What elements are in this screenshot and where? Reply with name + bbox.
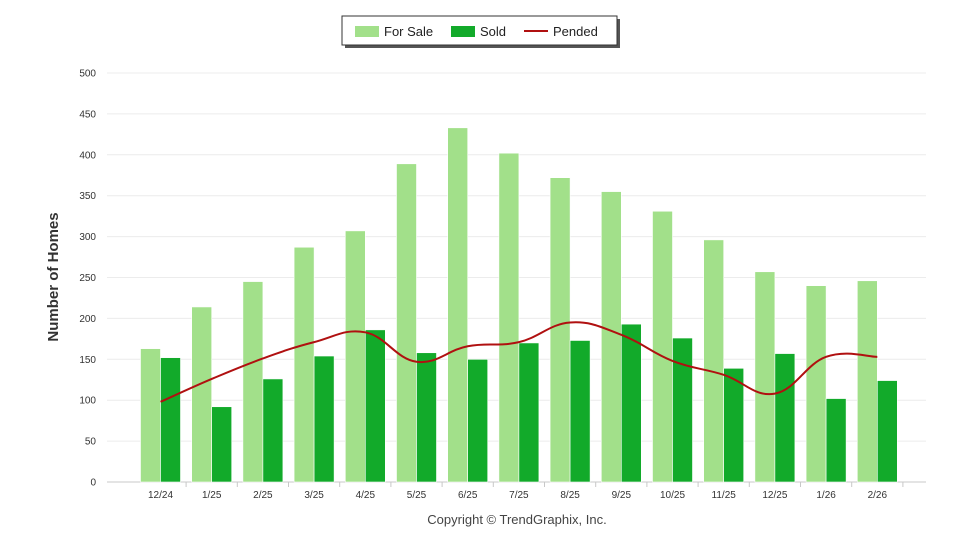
pended-line — [160, 321, 878, 403]
sold-bar — [876, 380, 898, 483]
y-tick-label: 300 — [79, 232, 96, 243]
legend-swatch-for-sale — [355, 26, 379, 37]
for-sale-bar — [344, 230, 366, 483]
x-tick-label: 5/25 — [407, 490, 427, 501]
sold-bar — [416, 352, 437, 483]
x-tick-label: 10/25 — [660, 490, 685, 501]
y-axis-ticks: 0 50 100 150 200 250 300 350 400 450 500 — [79, 69, 96, 489]
sold-bar — [723, 367, 745, 483]
y-tick-label: 50 — [85, 437, 97, 448]
for-sale-bar — [600, 191, 622, 483]
for-sale-bar — [754, 271, 776, 483]
sold-bar — [313, 355, 335, 483]
x-tick-label: 2/25 — [253, 490, 273, 501]
for-sale-bar — [396, 163, 417, 483]
sold-bar — [825, 398, 847, 483]
x-tick-label: 1/26 — [816, 490, 836, 501]
line-series — [160, 321, 878, 403]
x-tick-label: 1/25 — [202, 490, 222, 501]
for-sale-bar — [191, 306, 212, 483]
sold-bar — [262, 378, 284, 483]
x-tick-label: 3/25 — [304, 490, 324, 501]
x-tick-label: 4/25 — [356, 490, 376, 501]
y-tick-label: 450 — [79, 109, 96, 120]
y-tick-label: 400 — [79, 150, 96, 161]
for-sale-bar — [652, 210, 673, 483]
x-tick-label: 12/25 — [762, 490, 787, 501]
for-sale-bar — [549, 177, 571, 483]
legend-swatch-sold — [451, 26, 475, 37]
y-axis-title: Number of Homes — [45, 212, 62, 341]
x-tick-label: 2/26 — [868, 490, 888, 501]
legend: For Sale Sold Pended — [341, 15, 620, 48]
x-axis-ticks: 12/24 1/25 2/25 3/25 4/25 5/25 6/25 7/25 8/25 9/2… — [148, 482, 904, 501]
for-sale-bar — [140, 348, 161, 483]
sold-bar — [467, 358, 489, 483]
y-tick-label: 250 — [79, 273, 96, 284]
copyright-credit: Copyright © TrendGraphix, Inc. — [427, 512, 606, 527]
for-sale-bar — [856, 280, 878, 483]
sold-bar — [620, 323, 642, 483]
x-tick-label: 9/25 — [612, 490, 632, 501]
legend-label-sold: Sold — [480, 24, 506, 39]
sold-bar — [518, 342, 540, 483]
for-sale-bar — [242, 281, 264, 483]
for-sale-bar — [447, 127, 469, 483]
y-tick-label: 150 — [79, 355, 96, 366]
sold-bar — [774, 353, 796, 483]
for-sale-bar — [293, 246, 315, 483]
x-tick-label: 8/25 — [560, 490, 580, 501]
legend-box — [341, 15, 618, 46]
for-sale-bar — [703, 239, 725, 483]
y-tick-label: 500 — [79, 69, 96, 80]
sold-bar — [569, 340, 591, 483]
bars — [140, 127, 898, 483]
legend-label-pended: Pended — [553, 24, 598, 39]
y-tick-label: 0 — [90, 478, 96, 489]
y-tick-label: 100 — [79, 396, 96, 407]
x-tick-label: 12/24 — [148, 490, 173, 501]
legend-label-for-sale: For Sale — [384, 24, 433, 39]
x-tick-label: 11/25 — [712, 490, 737, 501]
sold-bar — [211, 406, 232, 483]
for-sale-bar — [498, 152, 520, 483]
for-sale-bar — [805, 285, 827, 483]
y-tick-label: 350 — [79, 191, 96, 202]
sold-bar — [364, 329, 386, 483]
x-tick-label: 7/25 — [509, 490, 529, 501]
x-tick-label: 6/25 — [458, 490, 478, 501]
y-tick-label: 200 — [79, 314, 96, 325]
sold-bar — [672, 337, 693, 483]
sold-bar — [160, 357, 181, 483]
